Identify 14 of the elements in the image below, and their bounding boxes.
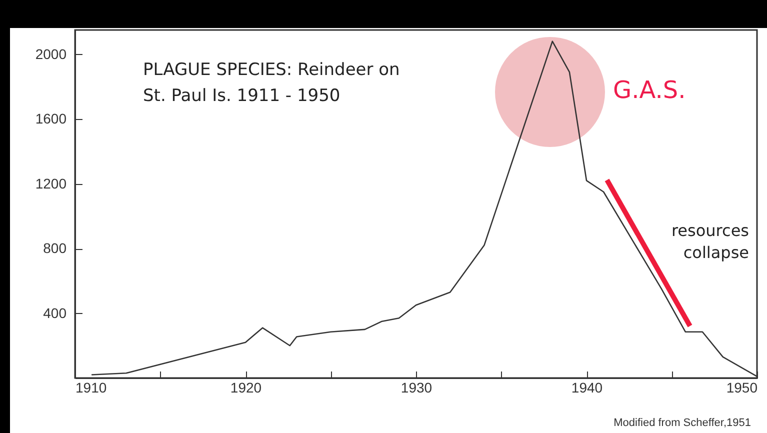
x-tick-label: 1950 [726, 380, 758, 396]
x-tick-label: 1910 [76, 380, 107, 396]
annotation: G.A.S. [613, 76, 686, 104]
text: Modified from Scheffer,1951 [614, 417, 751, 429]
y-tick-label: 800 [43, 240, 67, 256]
annotation: resources collapse [671, 220, 749, 264]
y-tick-label: 1600 [35, 110, 67, 127]
x-tick-label: 1920 [230, 380, 262, 396]
x-tick-label: 1930 [400, 380, 432, 396]
y-tick-label: 1200 [35, 175, 67, 192]
y-tick-label: 400 [43, 304, 67, 321]
x-tick-label: 1940 [571, 380, 603, 396]
text: PLAGUE SPECIES: Reindeer on St. Paul Is. 1911 - 1950 [143, 60, 400, 106]
y-tick-label: 2000 [35, 46, 67, 62]
